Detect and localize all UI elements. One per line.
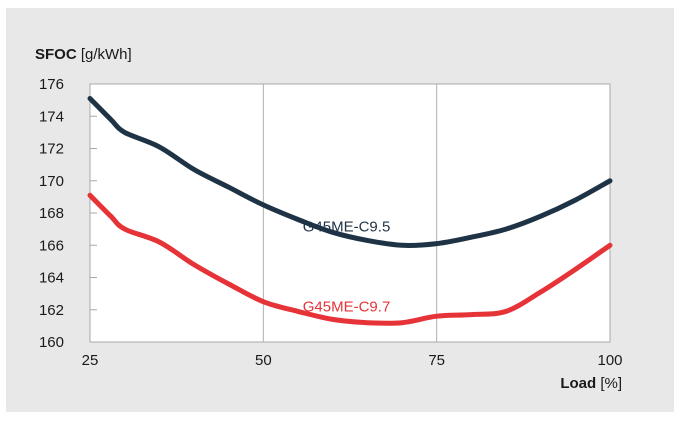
x-axis-title-bold: Load [560, 375, 596, 392]
series-label-g45me-c9-5: G45ME-C9.5 [303, 219, 391, 236]
y-tick-label: 172 [39, 141, 64, 158]
x-tick-label: 50 [255, 352, 272, 369]
y-tick-label: 166 [39, 237, 64, 254]
x-tick-label: 75 [428, 352, 445, 369]
x-tick-label: 100 [597, 352, 622, 369]
x-axis-title-unit: [%] [596, 375, 622, 392]
y-tick-label: 174 [39, 108, 64, 125]
y-axis-title-unit: [g/kWh] [77, 46, 132, 63]
y-tick-label: 160 [39, 334, 64, 351]
y-tick-label: 168 [39, 205, 64, 222]
y-tick-label: 164 [39, 270, 64, 287]
sfoc-chart: 160 162 164 166 168 170 172 174 176 25 50 75 100 SFOC… [35, 46, 623, 392]
x-tick-label: 25 [82, 352, 99, 369]
y-tick-label: 162 [39, 302, 64, 319]
series-line-g45me-c9-5 [87, 96, 613, 248]
x-axis-title: Load [%] [560, 375, 622, 392]
chart-panel: 160 162 164 166 168 170 172 174 176 25 50 75 100 SFOC… [6, 8, 674, 412]
y-tick-label: 176 [39, 76, 64, 93]
plot-area [89, 83, 611, 343]
y-axis-title: SFOC [g/kWh] [35, 46, 132, 63]
series-label-g45me-c9-7: G45ME-C9.7 [303, 298, 391, 315]
y-axis-title-bold: SFOC [35, 46, 77, 63]
series-line-g45me-c9-7 [87, 192, 613, 326]
y-tick-label: 170 [39, 173, 64, 190]
